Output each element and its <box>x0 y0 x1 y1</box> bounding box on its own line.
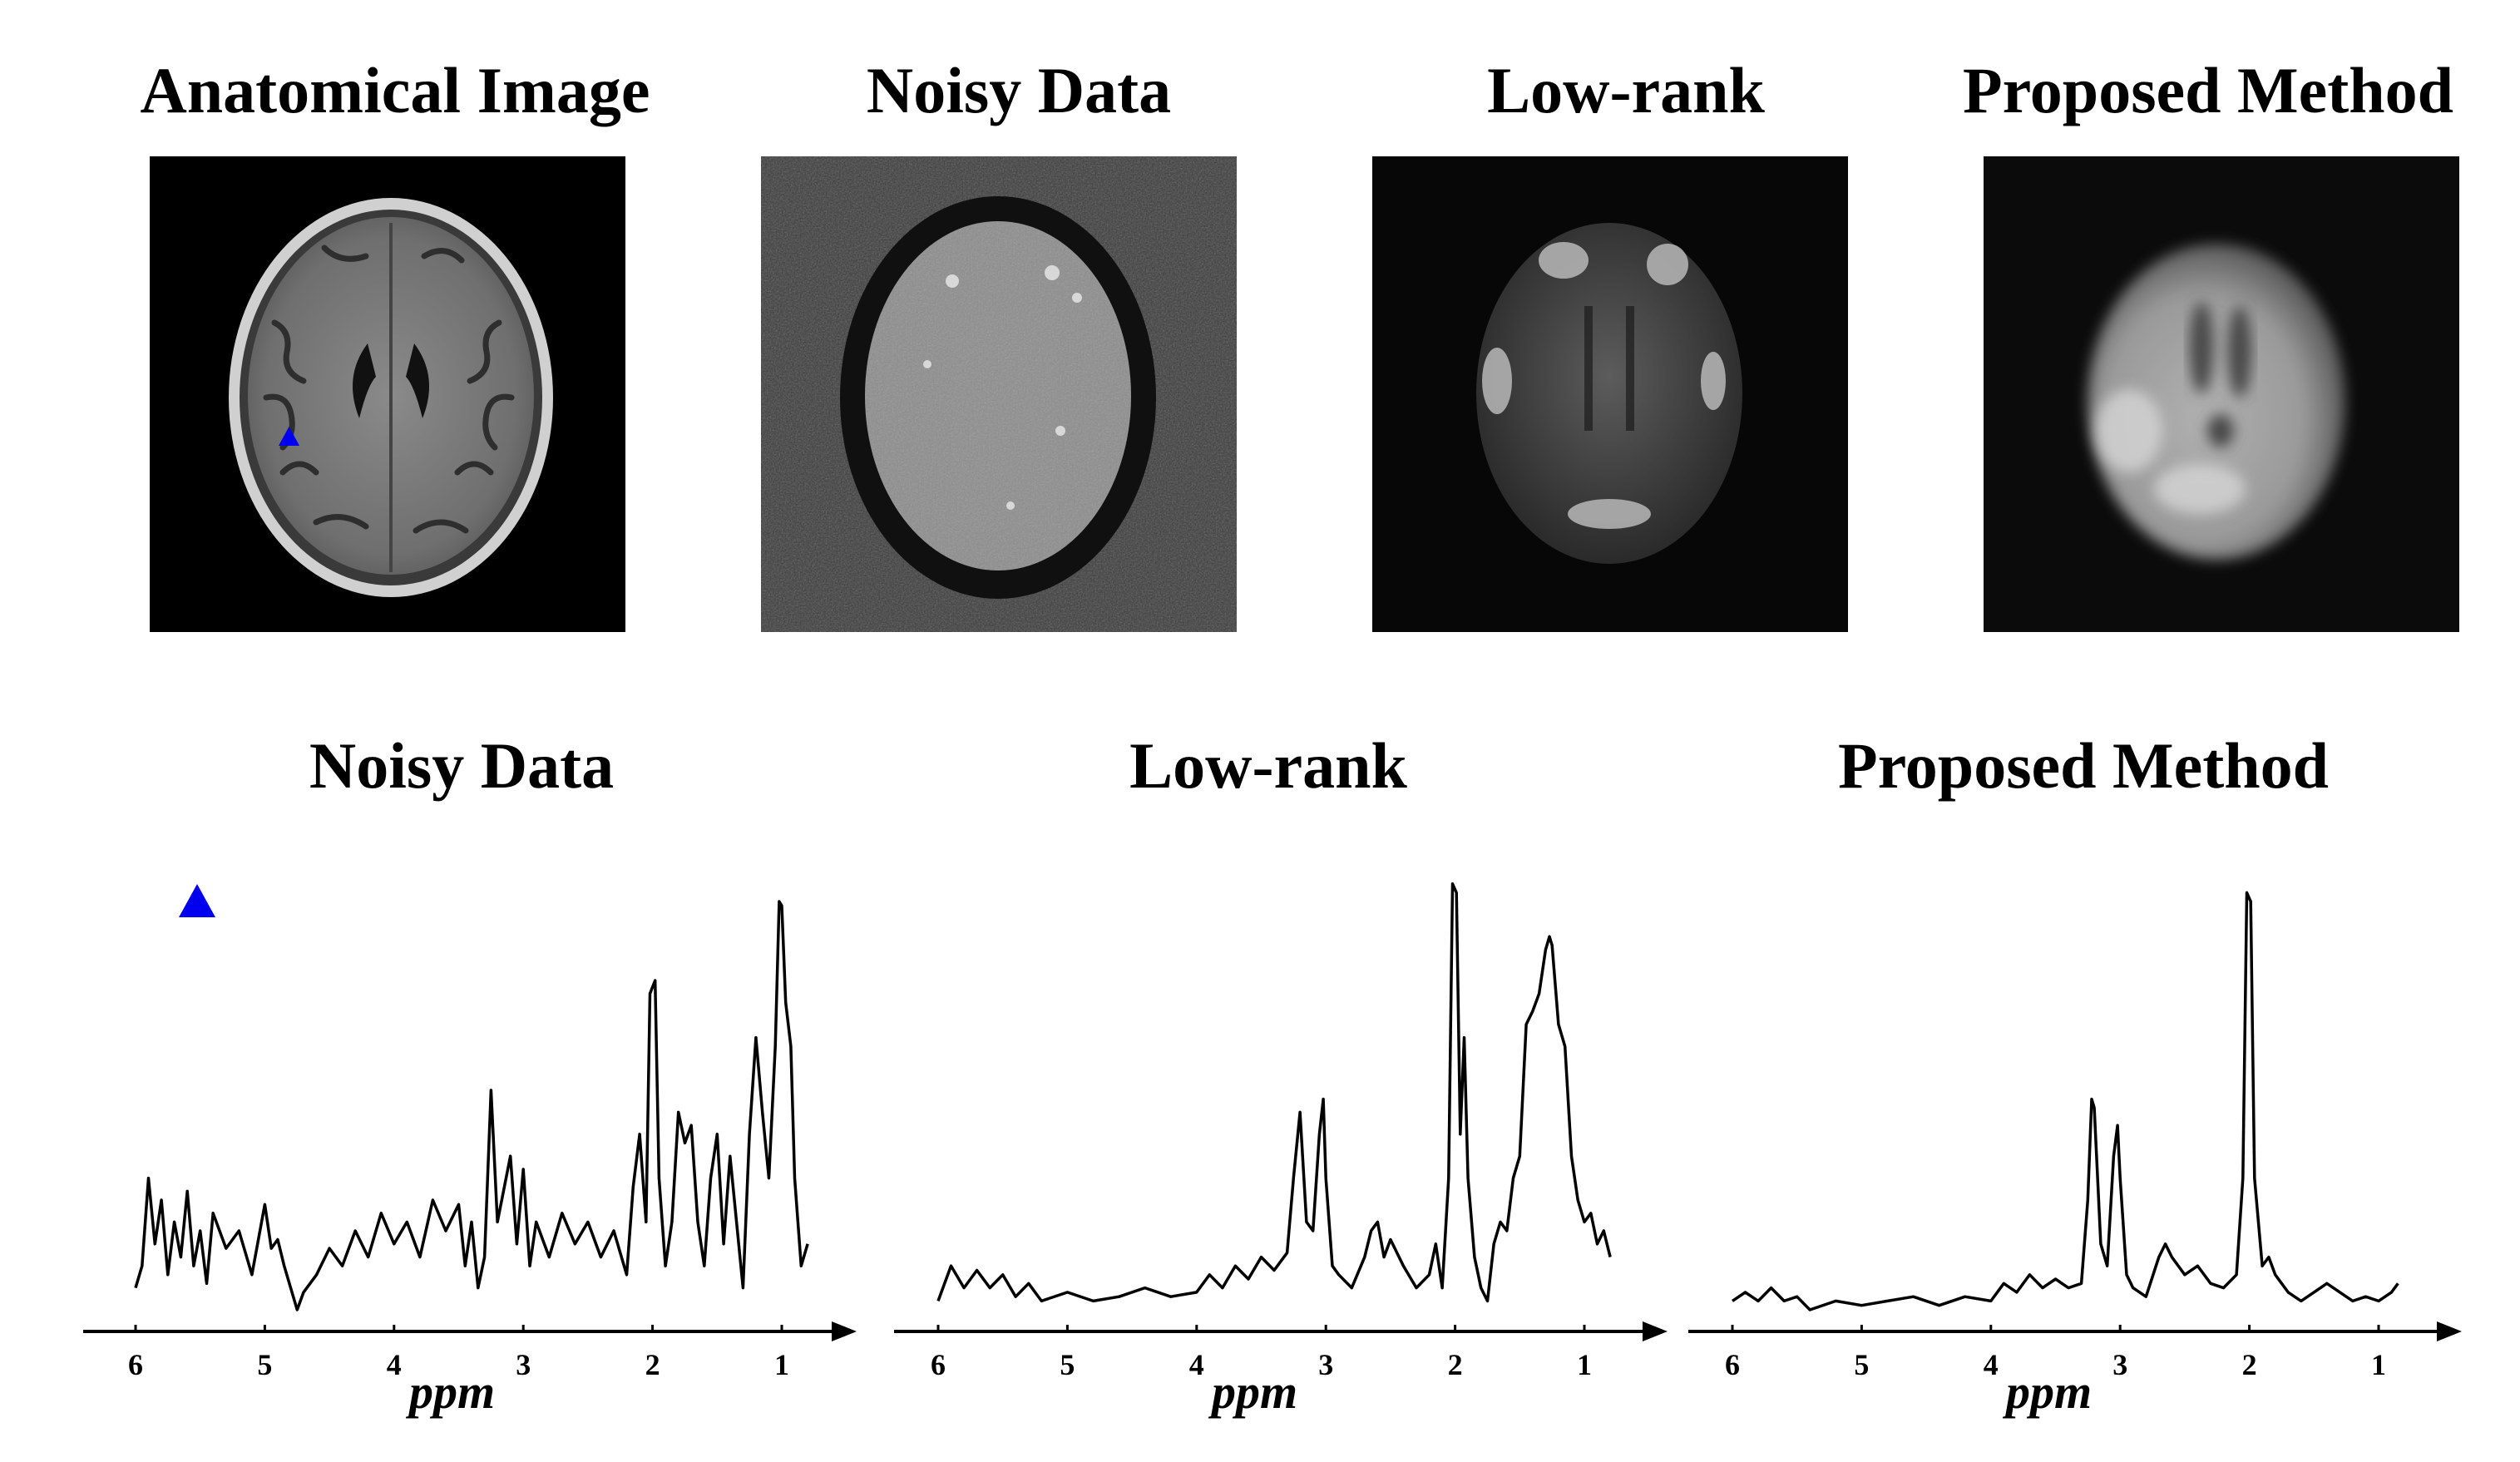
x-tick-label: 2 <box>2242 1348 2257 1381</box>
spectrum-line <box>134 900 809 1311</box>
x-axis-label: ppm <box>2002 1365 2092 1419</box>
x-tick-label: 3 <box>516 1348 531 1381</box>
spectrum-line <box>1732 891 2399 1311</box>
x-tick-label: 6 <box>1725 1348 1740 1381</box>
x-axis-label: ppm <box>1208 1365 1297 1419</box>
noisy-data-image <box>761 156 1237 632</box>
x-axis-arrow <box>832 1321 857 1341</box>
voxel-marker-icon <box>279 427 299 446</box>
spectrum-line <box>936 882 1612 1303</box>
x-tick-label: 3 <box>1318 1348 1333 1381</box>
low-rank-image <box>1372 156 1848 632</box>
spectrum-title-noisy: Noisy Data <box>309 729 615 802</box>
proposed-method-image <box>1984 156 2459 632</box>
spectra-charts: 6 5 4 3 2 1 ppm 6 5 4 3 2 1 ppm 6 5 4 3 2 1 ppm <box>83 882 2462 1419</box>
x-tick-label: 5 <box>257 1348 272 1381</box>
top-title-anatomical: Anatomical Image <box>140 54 650 126</box>
x-tick-label: 2 <box>1448 1348 1463 1381</box>
top-title-lowrank: Low-rank <box>1487 54 1765 126</box>
x-tick-label: 4 <box>1189 1348 1204 1381</box>
anatomical-image <box>150 156 625 632</box>
spectrum-chart-proposed: 6 5 4 3 2 1 ppm <box>1688 891 2462 1419</box>
x-tick-label: 3 <box>2112 1348 2127 1381</box>
x-tick-label: 1 <box>774 1348 789 1381</box>
top-title-noisy: Noisy Data <box>866 54 1172 126</box>
voxel-marker-icon <box>179 884 215 917</box>
x-tick-label: 4 <box>1984 1348 1999 1381</box>
x-tick-label: 2 <box>645 1348 660 1381</box>
x-axis-arrow <box>1643 1321 1668 1341</box>
x-tick-label: 1 <box>2371 1348 2386 1381</box>
x-tick-label: 6 <box>128 1348 143 1381</box>
x-tick-label: 5 <box>1854 1348 1869 1381</box>
x-axis-label: ppm <box>405 1365 495 1419</box>
x-tick-label: 1 <box>1577 1348 1592 1381</box>
spectrum-title-proposed: Proposed Method <box>1837 729 2330 802</box>
x-axis-arrow <box>2437 1321 2462 1341</box>
x-tick-label: 5 <box>1060 1348 1075 1381</box>
x-tick-label: 4 <box>387 1348 402 1381</box>
spectrum-chart-lowrank: 6 5 4 3 2 1 ppm <box>894 882 1668 1419</box>
spectrum-chart-noisy: 6 5 4 3 2 1 ppm <box>83 900 857 1419</box>
top-title-proposed: Proposed Method <box>1962 54 2454 126</box>
spectrum-title-lowrank: Low-rank <box>1129 729 1407 802</box>
x-tick-label: 6 <box>931 1348 946 1381</box>
